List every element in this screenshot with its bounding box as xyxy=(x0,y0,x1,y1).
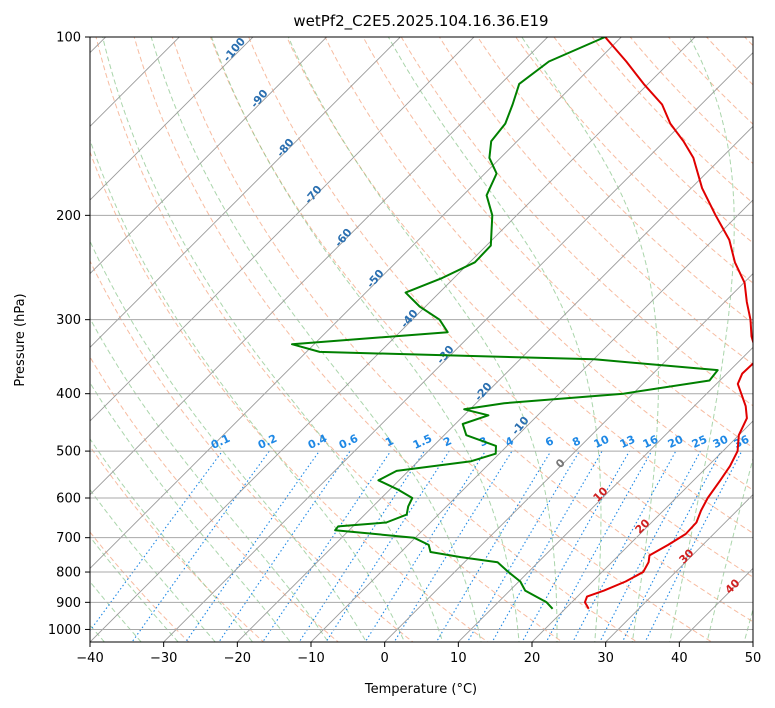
moist-adiabat-line xyxy=(90,580,142,642)
dry-adiabat-line xyxy=(477,37,753,325)
mixing-ratio-label: 36 xyxy=(732,433,752,451)
dry-adiabat-line xyxy=(90,531,190,642)
isotherm-line xyxy=(90,37,401,348)
x-tick-label: 50 xyxy=(745,651,762,666)
x-tick-label: −40 xyxy=(76,651,103,666)
isotherm-line xyxy=(90,37,180,127)
dry-adiabat-line xyxy=(400,37,753,407)
x-tick-label: 30 xyxy=(597,651,614,666)
background-lines xyxy=(90,37,753,642)
x-tick-label: 10 xyxy=(450,651,467,666)
isotherm-line xyxy=(90,37,549,496)
dry-adiabat-line xyxy=(95,37,564,642)
mixing-ratio-label: 10 xyxy=(592,433,612,451)
y-tick-label: 700 xyxy=(56,531,81,546)
y-tick-label: 400 xyxy=(56,387,81,402)
x-axis-label: Temperature (°C) xyxy=(364,682,477,697)
mixing-ratio-label: 30 xyxy=(711,433,731,451)
dry-adiabat-line xyxy=(515,37,753,284)
y-axis-label: Pressure (hPa) xyxy=(13,293,28,386)
dewpoint-line xyxy=(291,37,719,610)
temperature-line xyxy=(583,37,753,610)
dry-adiabat-line xyxy=(248,37,753,578)
y-axis-ticks: 100 200 300 400 500 600 700 800 900 1000 xyxy=(48,31,90,638)
isotherm-line xyxy=(90,37,622,569)
x-axis-ticks: −40 −30 −20 −10 0 10 20 30 40 50 xyxy=(76,642,761,666)
y-tick-label: 500 xyxy=(56,445,81,460)
moist-adiabat-line xyxy=(90,317,329,642)
dry-adiabat-line xyxy=(362,37,753,449)
y-tick-label: 900 xyxy=(56,596,81,611)
y-tick-label: 800 xyxy=(56,566,81,581)
plot-frame xyxy=(89,36,754,643)
isotherm-line xyxy=(384,273,753,642)
x-tick-label: −30 xyxy=(150,651,177,666)
isotherm-line xyxy=(90,37,475,422)
x-tick-label: −20 xyxy=(224,651,251,666)
y-tick-label: 600 xyxy=(56,492,81,507)
y-tick-label: 200 xyxy=(56,209,81,224)
y-tick-label: 300 xyxy=(56,313,81,328)
isotherm-line xyxy=(605,494,753,642)
dry-adiabat-line xyxy=(209,37,753,623)
moist-adiabat-line xyxy=(743,607,753,642)
moist-adiabat-line xyxy=(102,37,444,642)
moist-adiabat-line xyxy=(521,37,659,642)
x-tick-label: 20 xyxy=(524,651,541,666)
dry-adiabat-line xyxy=(90,445,265,642)
isotherm-line xyxy=(531,420,753,642)
dry-adiabat-line xyxy=(171,37,713,642)
x-tick-label: 0 xyxy=(381,651,389,666)
moist-adiabat-line xyxy=(669,37,735,642)
y-tick-label: 1000 xyxy=(48,623,81,638)
mixing-ratio-label: 13 xyxy=(618,433,637,451)
x-tick-label: 40 xyxy=(671,651,688,666)
x-tick-label: −10 xyxy=(297,651,324,666)
isotherm-line xyxy=(90,37,254,201)
isotherm-line xyxy=(90,37,328,275)
mixing-ratio-label: 25 xyxy=(690,433,709,451)
mixing-ratio-label: 16 xyxy=(641,433,661,451)
profile-series xyxy=(291,37,753,610)
isotherm-line xyxy=(163,52,753,642)
isotherm-line xyxy=(457,346,753,642)
y-tick-label: 100 xyxy=(56,31,81,46)
mixing-ratio-label: 20 xyxy=(666,433,686,451)
moist-adiabat-line xyxy=(150,37,482,642)
isotherm-line xyxy=(90,37,696,642)
moist-adiabat-line xyxy=(90,536,179,642)
isotherm-line xyxy=(236,125,753,642)
dry-adiabat-line xyxy=(90,356,340,642)
chart-title: wetPf2_C2E5.2025.104.16.36.E19 xyxy=(293,12,548,31)
isotherm-line xyxy=(310,199,753,642)
dry-adiabat-line xyxy=(133,37,638,642)
dry-adiabat-line xyxy=(90,259,414,642)
